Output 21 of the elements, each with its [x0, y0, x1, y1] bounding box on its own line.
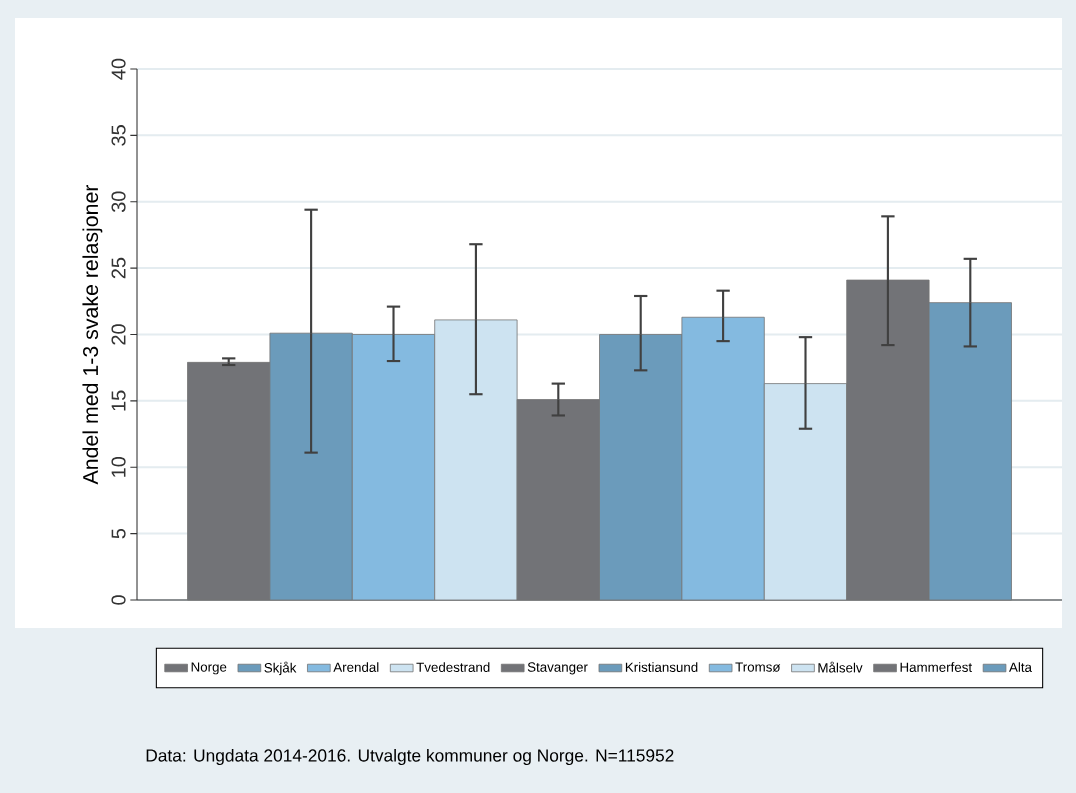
- y-tick-label: 20: [111, 324, 126, 345]
- y-tick-label: 40: [111, 58, 126, 80]
- y-tick-label: 5: [111, 528, 126, 539]
- legend-label: Alta: [1009, 662, 1032, 672]
- y-tick-label: 30: [111, 191, 126, 213]
- y-tick-label: 15: [111, 390, 126, 411]
- legend-label: Kristiansund: [625, 662, 698, 672]
- text: Data: Ungdata 2014-2016. Utvalgte kommuner og Norge. N=115952: [146, 748, 674, 766]
- y-tick-label: 10: [111, 456, 126, 477]
- legend-label: Skjåk: [264, 661, 297, 676]
- y-tick-label: 25: [111, 257, 126, 279]
- legend-label: Tvedestrand: [416, 662, 490, 672]
- legend-label: Norge: [191, 662, 227, 675]
- legend-label: Tromsø: [735, 662, 781, 672]
- legend-label: Hammerfest: [900, 662, 973, 672]
- y-tick-label: 0: [111, 595, 126, 605]
- legend-label: Stavanger: [527, 662, 588, 675]
- y-tick-label: 35: [111, 125, 126, 146]
- legend-label: Arendal: [333, 662, 379, 672]
- legend-label: Målselv: [818, 661, 863, 673]
- y-axis-title: Andel med 1-3 svake relasjoner: [82, 184, 103, 485]
